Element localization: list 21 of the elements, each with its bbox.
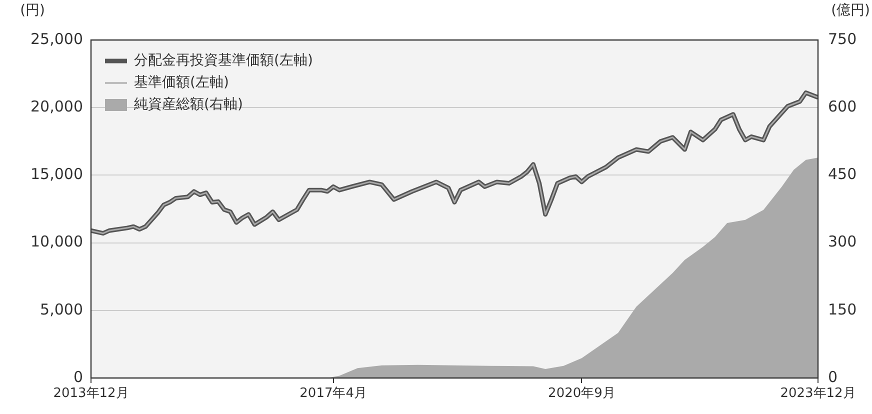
y-tick-label: 20,000 bbox=[30, 97, 83, 116]
legend-label: 純資産総額(右軸) bbox=[134, 96, 243, 113]
y-axis-title: (円) bbox=[20, 2, 45, 19]
x-tick-label: 2013年12月 bbox=[53, 386, 129, 402]
y2-axis-title: (億円) bbox=[831, 2, 870, 19]
y-tick-label: 15,000 bbox=[30, 165, 83, 184]
y-tick-label: 5,000 bbox=[40, 300, 83, 318]
y2-tick-label: 600 bbox=[828, 97, 857, 116]
y2-tick-label: 150 bbox=[828, 300, 857, 318]
y2-tick-label: 750 bbox=[828, 30, 857, 48]
legend-label: 基準価額(左軸) bbox=[134, 74, 229, 91]
y2-tick-label: 300 bbox=[828, 232, 857, 251]
y2-tick-label: 450 bbox=[828, 165, 857, 184]
x-tick-label: 2023年12月 bbox=[780, 386, 856, 402]
legend-label: 分配金再投資基準価額(左軸) bbox=[134, 52, 313, 69]
x-tick-label: 2017年4月 bbox=[300, 386, 368, 402]
y2-tick-label: 0 bbox=[828, 368, 838, 386]
y-tick-label: 25,000 bbox=[30, 30, 83, 48]
x-tick-label: 2020年9月 bbox=[548, 386, 616, 402]
y-tick-label: 10,000 bbox=[30, 232, 83, 251]
y-tick-label: 0 bbox=[73, 368, 83, 386]
